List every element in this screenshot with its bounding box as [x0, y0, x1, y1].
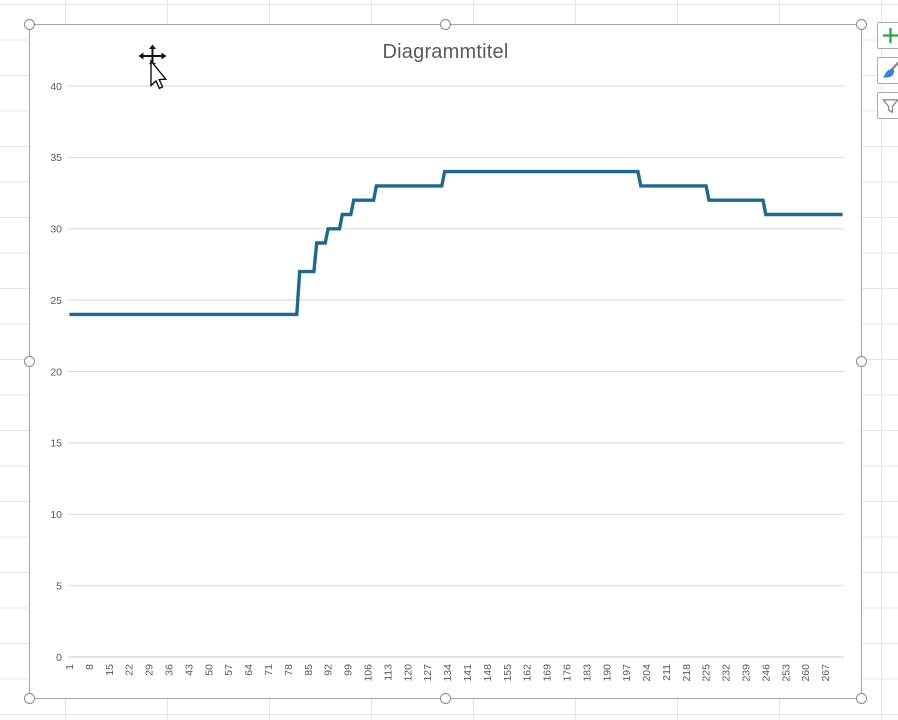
x-axis-label: 120 [402, 664, 414, 682]
x-axis-label: 155 [502, 664, 514, 682]
x-axis-label: 29 [144, 664, 156, 676]
x-axis-label: 71 [263, 664, 275, 676]
x-axis-label: 260 [800, 664, 812, 682]
resize-handle-ne[interactable] [856, 19, 867, 30]
y-axis-label: 15 [50, 438, 62, 450]
x-axis-label: 15 [104, 664, 116, 676]
series-line[interactable] [69, 169, 843, 317]
x-axis-label: 57 [223, 664, 235, 676]
resize-handle-s[interactable] [440, 693, 451, 704]
x-axis-label: 64 [243, 664, 255, 676]
x-axis-label: 253 [780, 664, 792, 682]
x-axis-label: 92 [323, 664, 335, 676]
chart-elements-button[interactable] [877, 22, 898, 49]
resize-handle-n[interactable] [440, 19, 451, 30]
x-axis-label: 1 [64, 664, 76, 670]
x-axis-label: 22 [124, 664, 136, 676]
x-axis-label: 267 [820, 664, 832, 682]
x-axis-label: 211 [661, 664, 673, 681]
resize-handle-e[interactable] [856, 356, 867, 367]
x-axis-label: 225 [701, 664, 713, 682]
y-axis-label: 25 [50, 295, 62, 307]
x-axis-label: 246 [760, 664, 772, 682]
y-axis-label: 5 [56, 580, 62, 592]
x-axis-label: 197 [621, 664, 633, 682]
x-axis-label: 50 [203, 664, 215, 676]
x-axis-label: 169 [542, 664, 554, 682]
x-axis-label: 106 [363, 664, 375, 682]
x-axis-label: 134 [442, 664, 454, 682]
x-axis-label: 162 [522, 664, 534, 682]
x-axis-label: 183 [581, 664, 593, 682]
resize-handle-sw[interactable] [24, 693, 35, 704]
x-axis-label: 8 [84, 664, 96, 670]
chart-object[interactable]: Diagrammtitel 0 5 10 15 20 25 30 35 40 1 8 15 22 29 36… [24, 19, 867, 704]
funnel-icon [882, 99, 898, 114]
chart-styles-button[interactable] [877, 57, 898, 84]
chart-plot-area[interactable]: 0 5 10 15 20 25 30 35 40 1 8 15 22 29 36 43 50 57 64 71 78 85… [30, 25, 862, 698]
x-axis-label: 127 [422, 664, 434, 682]
x-axis-label: 239 [741, 664, 753, 682]
y-axis-label: 20 [50, 366, 62, 378]
x-axis-label: 176 [562, 664, 574, 682]
x-axis-label: 78 [283, 664, 295, 676]
resize-handle-nw[interactable] [24, 19, 35, 30]
y-axis-label: 0 [56, 652, 62, 664]
chart-filters-button[interactable] [877, 92, 898, 119]
y-axis-label: 40 [50, 81, 62, 93]
x-axis-label: 99 [343, 664, 355, 676]
y-axis-label: 30 [50, 224, 62, 236]
x-axis-label: 232 [721, 664, 733, 682]
x-axis-label: 141 [462, 664, 474, 682]
resize-handle-se[interactable] [856, 693, 867, 704]
resize-handle-w[interactable] [24, 356, 35, 367]
x-axis-label: 85 [303, 664, 315, 676]
x-axis-label: 148 [482, 664, 494, 682]
x-axis-label: 218 [681, 664, 693, 682]
x-axis-label: 36 [164, 664, 176, 676]
brush-icon [882, 61, 898, 78]
x-axis-label: 204 [641, 664, 653, 682]
y-axis-label: 10 [50, 509, 62, 521]
x-axis-label: 43 [183, 664, 195, 676]
chart-side-toolbar [877, 22, 898, 127]
x-axis-label: 190 [601, 664, 613, 682]
plus-icon [883, 28, 898, 43]
y-axis-label: 35 [50, 152, 62, 164]
chart-title[interactable]: Diagrammtitel [382, 41, 509, 63]
x-axis-label: 113 [382, 664, 394, 681]
